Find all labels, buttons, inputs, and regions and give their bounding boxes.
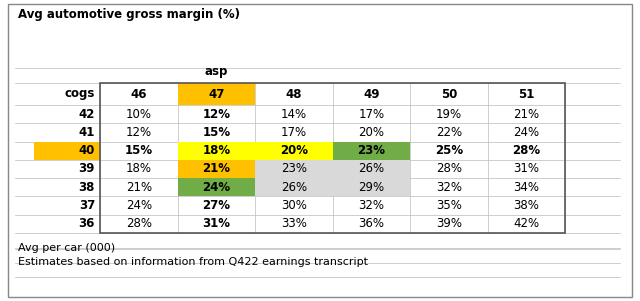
Text: 10%: 10% [125, 108, 152, 121]
Bar [177, 178, 255, 197]
Text: 40: 40 [79, 144, 95, 157]
Text: 23%: 23% [281, 163, 307, 175]
Text: 34%: 34% [513, 181, 540, 194]
Text: 15%: 15% [202, 126, 230, 139]
Bar [34, 141, 100, 160]
Text: 26%: 26% [281, 181, 307, 194]
Text: 46: 46 [131, 88, 147, 101]
Text: 26%: 26% [358, 163, 384, 175]
Bar [255, 178, 333, 197]
Text: 25%: 25% [435, 144, 463, 157]
Text: 48: 48 [285, 88, 302, 101]
Text: 22%: 22% [436, 126, 462, 139]
Text: 42%: 42% [513, 217, 540, 230]
Text: 15%: 15% [125, 144, 153, 157]
Text: 33%: 33% [281, 217, 307, 230]
Text: 19%: 19% [436, 108, 462, 121]
Text: 24%: 24% [513, 126, 540, 139]
Text: Avg automotive gross margin (%): Avg automotive gross margin (%) [18, 8, 240, 21]
Text: 28%: 28% [125, 217, 152, 230]
Text: 18%: 18% [125, 163, 152, 175]
Text: 31%: 31% [202, 217, 230, 230]
Text: Estimates based on information from Q422 earnings transcript: Estimates based on information from Q422… [18, 257, 368, 267]
Text: 17%: 17% [281, 126, 307, 139]
Text: 41: 41 [79, 126, 95, 139]
Text: 18%: 18% [202, 144, 230, 157]
Text: 51: 51 [518, 88, 534, 101]
Bar [177, 160, 255, 178]
Text: 38%: 38% [513, 199, 539, 212]
Text: Avg per car (000): Avg per car (000) [18, 243, 115, 253]
Text: 30%: 30% [281, 199, 307, 212]
Bar [100, 83, 565, 233]
Bar [177, 83, 255, 105]
Text: 38: 38 [79, 181, 95, 194]
Text: 24%: 24% [202, 181, 230, 194]
Text: 20%: 20% [358, 126, 384, 139]
Text: 47: 47 [208, 88, 225, 101]
Text: 39: 39 [79, 163, 95, 175]
Text: 28%: 28% [436, 163, 461, 175]
Text: 24%: 24% [125, 199, 152, 212]
Text: 37: 37 [79, 199, 95, 212]
Text: cogs: cogs [65, 88, 95, 101]
Bar [255, 160, 333, 178]
Text: 21%: 21% [513, 108, 540, 121]
Text: 29%: 29% [358, 181, 384, 194]
Text: 32%: 32% [358, 199, 384, 212]
Text: 17%: 17% [358, 108, 384, 121]
Text: 12%: 12% [202, 108, 230, 121]
Text: 28%: 28% [512, 144, 540, 157]
Text: 20%: 20% [280, 144, 308, 157]
Text: 35%: 35% [436, 199, 461, 212]
Text: 27%: 27% [202, 199, 230, 212]
Bar [333, 178, 410, 197]
Text: 21%: 21% [125, 181, 152, 194]
Text: 31%: 31% [513, 163, 540, 175]
Text: 49: 49 [363, 88, 380, 101]
Text: 36: 36 [79, 217, 95, 230]
Text: 21%: 21% [202, 163, 230, 175]
Text: 36%: 36% [358, 217, 384, 230]
Text: 39%: 39% [436, 217, 461, 230]
Text: 23%: 23% [357, 144, 385, 157]
Text: 42: 42 [79, 108, 95, 121]
Text: 32%: 32% [436, 181, 461, 194]
Bar [255, 141, 333, 160]
Text: asp: asp [205, 64, 228, 77]
Text: 50: 50 [440, 88, 457, 101]
Bar [177, 141, 255, 160]
Bar [333, 141, 410, 160]
Text: 12%: 12% [125, 126, 152, 139]
Text: 14%: 14% [281, 108, 307, 121]
Bar [333, 160, 410, 178]
